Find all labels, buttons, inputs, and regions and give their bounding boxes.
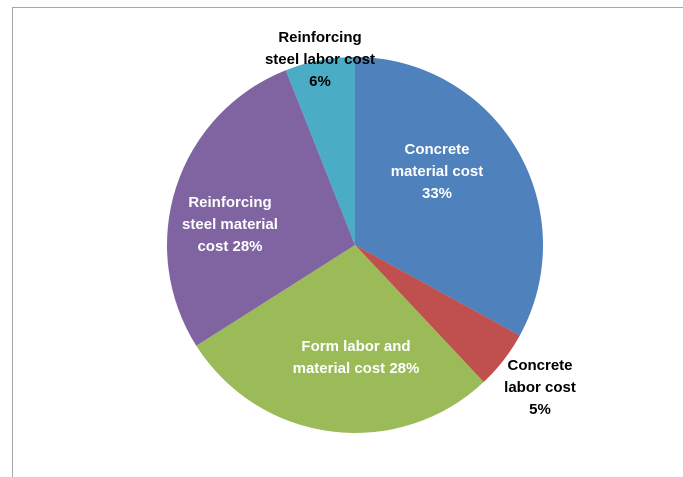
data-label: Form labor and material cost 28% bbox=[291, 336, 421, 380]
pie-slice bbox=[167, 70, 355, 346]
slice-name: Form labor and material cost bbox=[292, 338, 411, 377]
data-label: Reinforcing steel labor cost 6% bbox=[260, 27, 380, 93]
slice-percent: 33% bbox=[421, 185, 453, 202]
pie-slice bbox=[285, 57, 355, 245]
pie-slice bbox=[355, 57, 543, 336]
pie-slice bbox=[196, 245, 484, 434]
slice-name: Concrete labor cost bbox=[504, 357, 576, 396]
slice-name: Concrete material cost bbox=[390, 141, 484, 180]
pie-slice bbox=[355, 245, 520, 383]
slice-percent: 5% bbox=[529, 401, 551, 418]
slice-percent: 28% bbox=[232, 238, 263, 255]
slice-name: Reinforcing steel material cost bbox=[182, 194, 278, 255]
chart-border bbox=[12, 7, 683, 477]
slice-percent: 28% bbox=[389, 360, 420, 377]
data-label: Concrete material cost 33% bbox=[382, 139, 492, 205]
slice-name: Reinforcing steel labor cost bbox=[264, 29, 376, 68]
data-label: Concrete labor cost 5% bbox=[493, 355, 588, 421]
data-label: Reinforcing steel material cost 28% bbox=[180, 192, 280, 258]
slice-percent: 6% bbox=[309, 73, 331, 90]
